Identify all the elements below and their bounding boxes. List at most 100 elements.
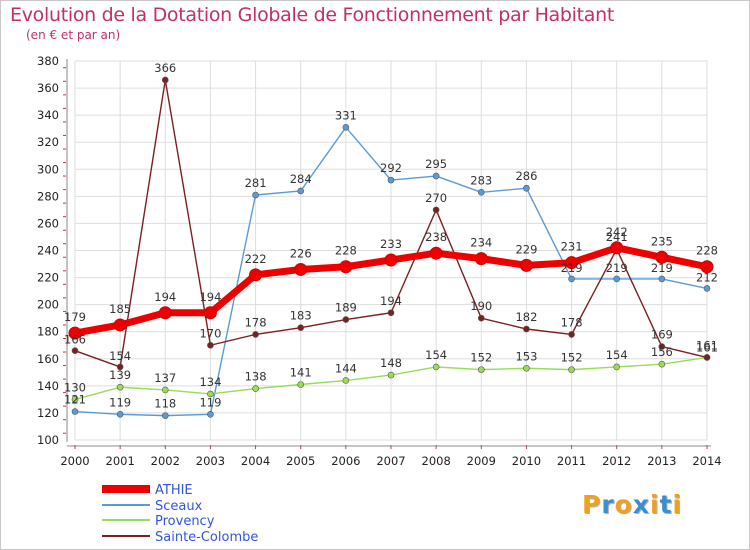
- data-point-sainte-colombe: [116, 363, 124, 371]
- data-label-sceaux: 286: [515, 169, 537, 183]
- y-tick-label: 140: [37, 379, 59, 393]
- data-label-sceaux: 119: [109, 395, 131, 409]
- data-point-sainte-colombe: [658, 343, 666, 350]
- data-label-sainte-colombe: 189: [335, 301, 357, 315]
- data-point-athie: [294, 262, 308, 276]
- data-point-athie: [203, 306, 217, 320]
- data-point-sceaux: [116, 410, 124, 418]
- data-point-sceaux: [703, 285, 711, 292]
- data-label-athie: 185: [109, 302, 131, 316]
- data-label-provency: 134: [199, 375, 221, 389]
- legend-label-sceaux: Sceaux: [155, 499, 203, 514]
- logo-letter: o: [614, 490, 633, 519]
- data-label-athie: 194: [154, 290, 176, 304]
- data-point-sceaux: [658, 275, 666, 283]
- data-label-sceaux: 219: [561, 261, 583, 275]
- data-point-provency: [71, 396, 79, 403]
- y-tick-label: 160: [37, 352, 59, 366]
- data-label-sainte-colombe: 170: [199, 326, 221, 340]
- data-point-provency: [342, 377, 350, 384]
- axes: 100 120 140 160 180 200 220 240 260 280 300 320 340 3…: [37, 54, 722, 468]
- x-tick-label: 2003: [196, 454, 225, 468]
- y-tick-label: 320: [37, 135, 59, 149]
- data-label-sainte-colombe: 183: [290, 309, 312, 323]
- y-tick-label: 180: [37, 325, 59, 339]
- data-label-provency: 154: [606, 348, 628, 362]
- legend-label-provency: Provency: [155, 514, 215, 529]
- data-label-sceaux: 119: [199, 395, 221, 409]
- data-point-sainte-colombe: [703, 354, 711, 361]
- x-tick-label: 2004: [241, 454, 270, 468]
- data-label-provency: 154: [425, 348, 447, 362]
- data-labels: 121 119 118 119 281 284 331 292 295 283 286 219 219 2…: [64, 61, 718, 411]
- chart-subtitle: (en € et par an): [26, 28, 121, 42]
- data-label-athie: 235: [651, 234, 673, 248]
- data-point-sceaux: [387, 176, 395, 184]
- data-point-athie: [158, 306, 172, 320]
- data-label-sceaux: 295: [425, 157, 447, 171]
- data-point-sainte-colombe: [568, 331, 575, 338]
- data-point-sceaux: [71, 408, 79, 415]
- logo-letter: r: [601, 490, 615, 519]
- y-tick-label: 240: [37, 244, 59, 258]
- logo-letter: i: [672, 490, 683, 519]
- data-point-provency: [432, 363, 440, 371]
- data-point-provency: [523, 364, 530, 372]
- data-point-athie: [519, 258, 533, 272]
- data-label-athie: 231: [561, 240, 583, 254]
- data-label-athie: 238: [425, 230, 447, 244]
- data-point-sainte-colombe: [432, 206, 440, 214]
- data-label-athie: 233: [380, 237, 402, 251]
- data-point-sceaux: [297, 187, 305, 195]
- data-label-provency: 144: [335, 361, 357, 375]
- data-label-sceaux: 219: [651, 261, 673, 275]
- data-label-sainte-colombe: 154: [109, 349, 131, 363]
- data-point-sceaux: [252, 191, 259, 199]
- y-tick-label: 260: [37, 216, 59, 230]
- x-tick-label: 2012: [602, 454, 631, 468]
- data-label-provency: 130: [64, 380, 86, 394]
- data-point-sceaux: [161, 412, 169, 419]
- data-label-sainte-colombe: 178: [561, 315, 583, 329]
- y-tick-label: 280: [37, 189, 59, 203]
- legend-label-athie: ATHIE: [155, 483, 193, 498]
- data-label-provency: 156: [651, 345, 673, 359]
- data-point-provency: [568, 366, 575, 373]
- data-label-sainte-colombe: 161: [696, 338, 718, 352]
- data-point-athie: [429, 246, 443, 260]
- data-point-sceaux: [477, 188, 485, 196]
- logo-letter: t: [659, 490, 673, 519]
- data-point-athie: [700, 260, 714, 274]
- data-label-provency: 138: [245, 370, 267, 384]
- data-point-provency: [613, 363, 621, 371]
- x-tick-label: 2008: [422, 454, 451, 468]
- data-label-athie: 242: [606, 225, 628, 239]
- data-point-athie: [565, 256, 579, 270]
- data-label-provency: 139: [109, 368, 131, 382]
- proxiti-logo: Proxiti: [582, 490, 682, 519]
- logo-letter: i: [650, 490, 660, 519]
- x-tick-label: 2010: [512, 454, 541, 468]
- data-label-sceaux: 292: [380, 161, 402, 175]
- data-point-athie: [68, 326, 82, 340]
- y-tick-label: 300: [37, 162, 59, 176]
- data-label-sceaux: 121: [64, 393, 86, 407]
- data-point-sceaux: [207, 410, 214, 418]
- x-tick-label: 2014: [692, 454, 721, 468]
- data-point-provency: [116, 383, 124, 391]
- data-label-athie: 228: [335, 244, 357, 258]
- data-point-provency: [207, 390, 214, 398]
- data-point-sainte-colombe: [161, 76, 169, 84]
- data-point-athie: [339, 260, 353, 274]
- data-point-provency: [252, 385, 259, 392]
- data-label-sceaux: 331: [335, 108, 357, 122]
- data-label-athie: 228: [696, 244, 718, 258]
- data-label-sceaux: 281: [245, 176, 267, 190]
- data-label-sainte-colombe: 366: [154, 61, 176, 75]
- data-point-sainte-colombe: [477, 314, 485, 322]
- data-point-sceaux: [342, 124, 350, 131]
- y-tick-label: 380: [37, 54, 59, 68]
